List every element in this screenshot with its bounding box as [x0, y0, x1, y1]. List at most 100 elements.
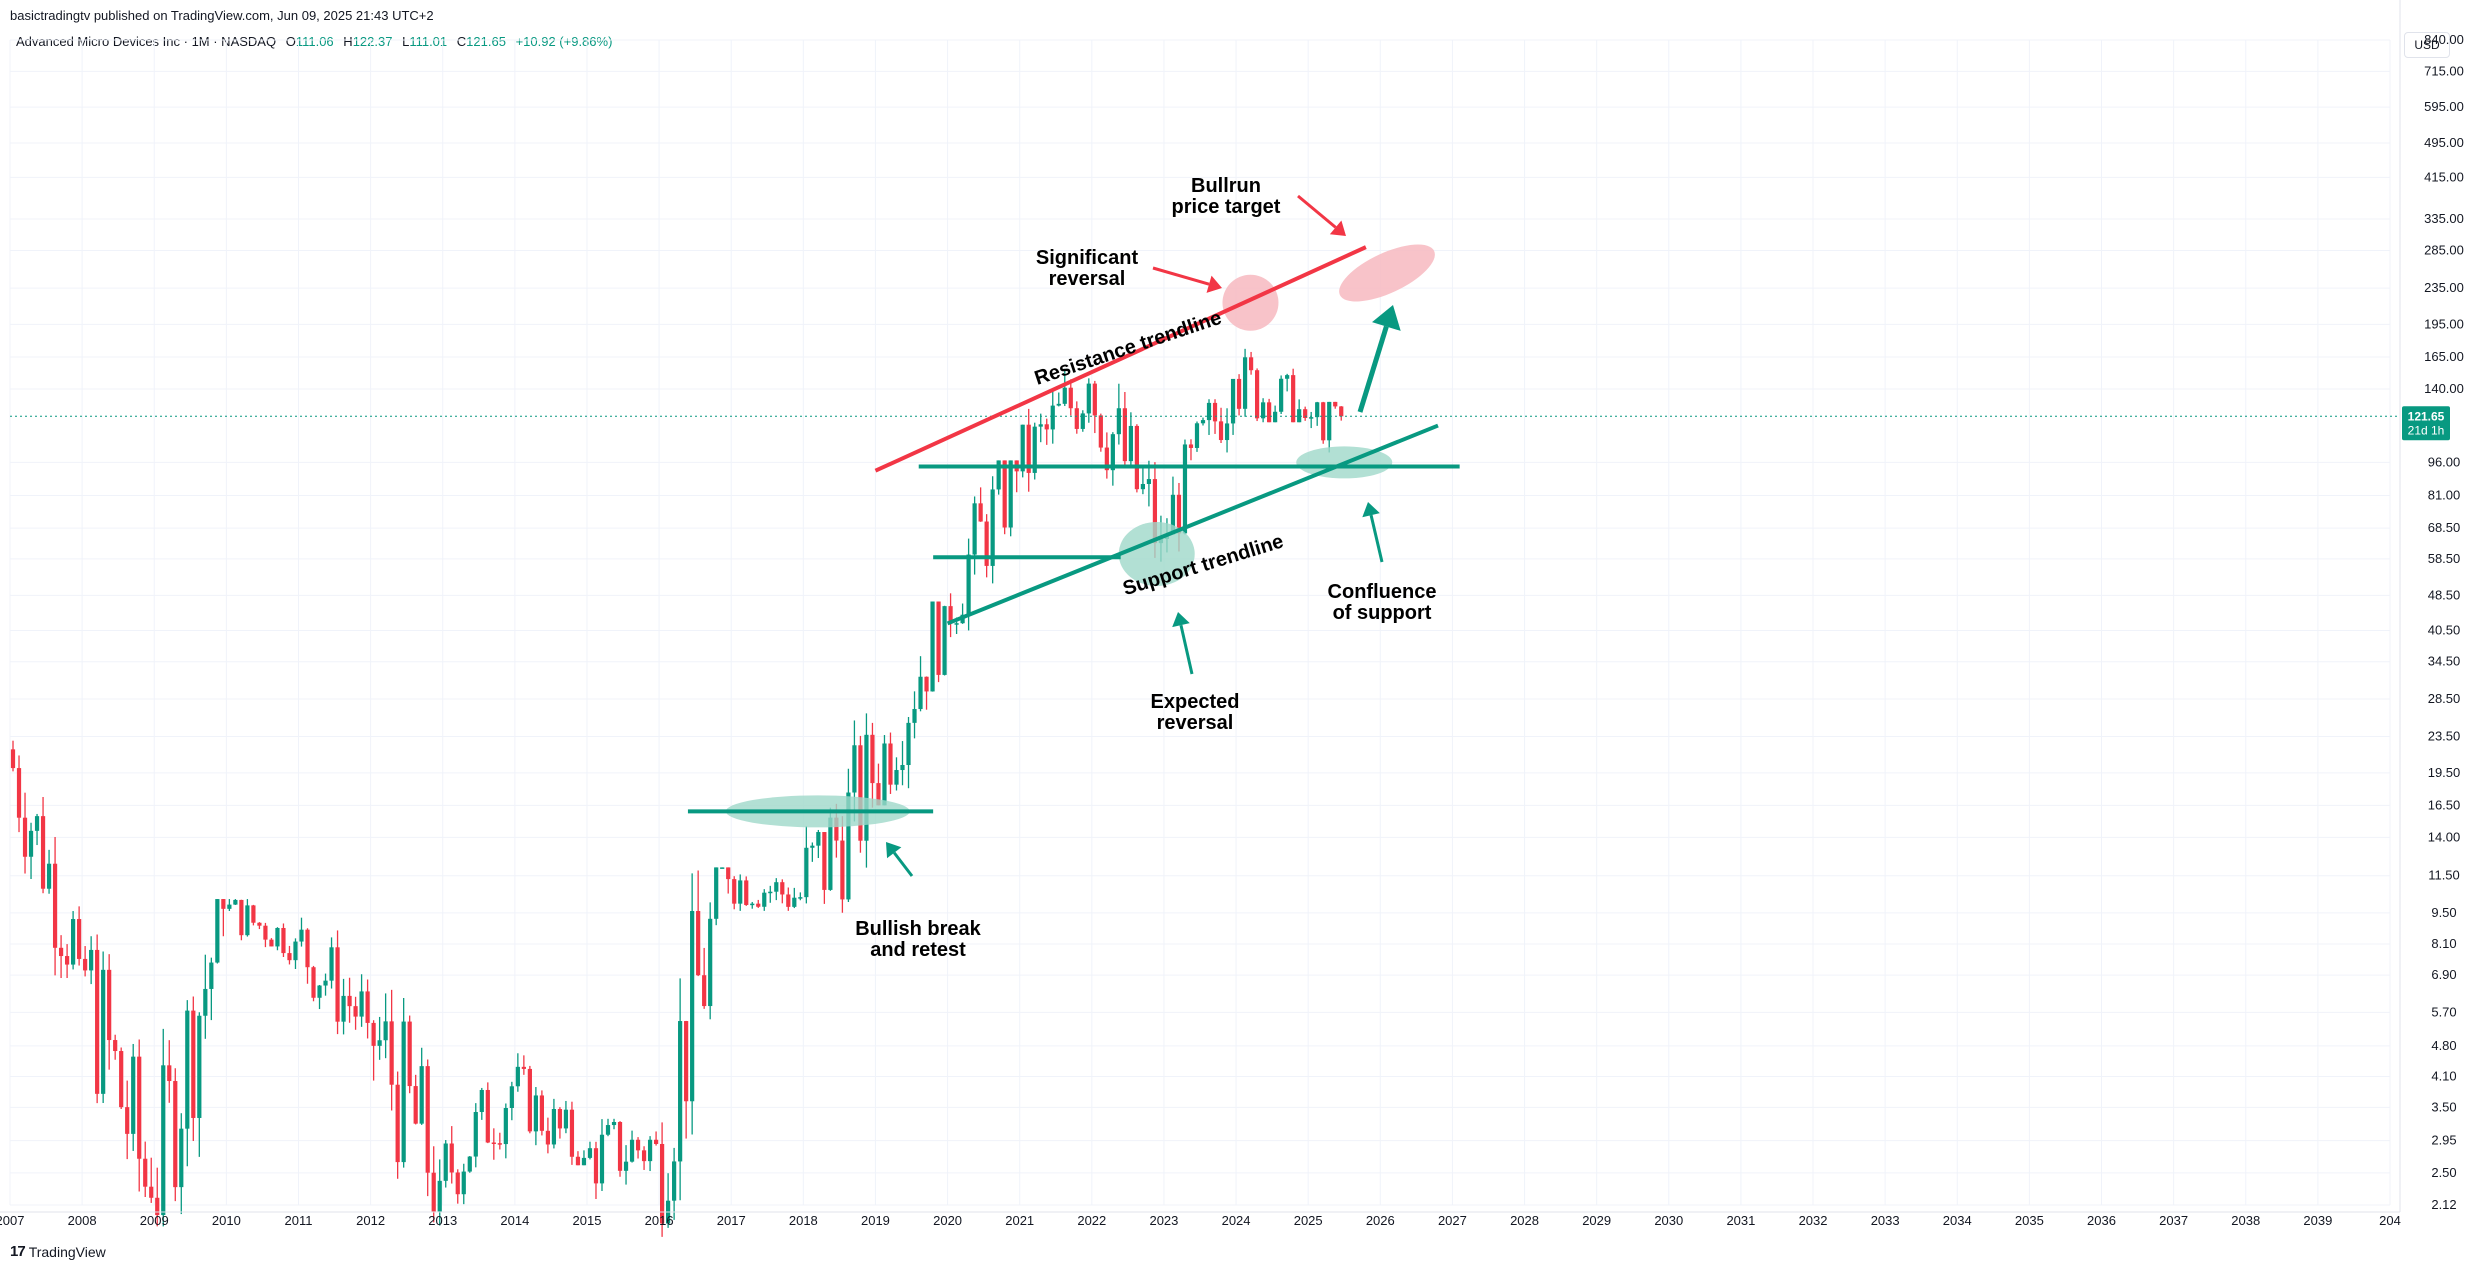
candle-body — [575, 1156, 581, 1166]
x-tick-label: 2012 — [356, 1213, 385, 1228]
candle-body — [389, 1021, 394, 1085]
candle-body — [954, 623, 959, 625]
x-tick-label: 2028 — [1510, 1213, 1539, 1228]
candle-body — [774, 882, 779, 892]
candle-body — [948, 606, 953, 624]
candle-body — [1218, 421, 1224, 441]
candle-body — [966, 554, 971, 615]
expected-reversal-label: Expected — [1151, 691, 1240, 713]
candle-body — [71, 919, 76, 965]
candle-body — [347, 995, 352, 1007]
candle-body — [720, 867, 725, 869]
y-tick-label: 2.50 — [2431, 1165, 2456, 1180]
candle-body — [64, 956, 70, 965]
candle-body — [659, 1143, 665, 1224]
candle-body — [95, 949, 100, 1094]
candle-body — [221, 899, 226, 909]
candle-body — [419, 1066, 424, 1124]
candle-body — [503, 1107, 508, 1145]
breakout-arrow-shaft — [1357, 325, 1389, 413]
last-price-badge — [2402, 406, 2450, 441]
candle-body — [984, 521, 989, 566]
candle-body — [828, 817, 833, 890]
candle-body — [1339, 406, 1344, 417]
candle-body — [1044, 424, 1049, 430]
price-axis: 840.00 715.00 595.00 495.00 415.00 335.00 285.… — [2399, 0, 2464, 1212]
candle-body — [888, 743, 893, 785]
x-tick-label: 2037 — [2159, 1213, 2188, 1228]
candle-body — [1050, 405, 1055, 430]
x-tick-label: 2010 — [212, 1213, 241, 1228]
candle-body — [143, 1158, 148, 1187]
candle-body — [251, 905, 256, 923]
candle-body — [744, 880, 749, 905]
candle-body — [1321, 402, 1326, 441]
chart-grid — [9, 39, 2391, 1206]
candle-body — [1224, 423, 1230, 441]
y-tick-label: 235.00 — [2424, 280, 2464, 295]
bullish-break-arrow-head — [886, 842, 902, 859]
candle-body — [617, 1121, 623, 1171]
candle-body — [34, 816, 40, 831]
candle-body — [611, 1121, 617, 1126]
expected-reversal-arrow-shaft — [1179, 624, 1194, 675]
candle-body — [1008, 460, 1013, 528]
x-tick-label: 2020 — [933, 1213, 962, 1228]
x-tick-label: 2038 — [2231, 1213, 2260, 1228]
candle-body — [473, 1112, 478, 1157]
currency-selector[interactable]: USD — [2404, 32, 2450, 58]
y-tick-label: 14.00 — [2428, 829, 2461, 844]
candle-body — [281, 927, 286, 954]
candle-body — [52, 863, 58, 948]
candle-body — [1230, 378, 1236, 424]
candle-body — [539, 1095, 544, 1131]
price-target-zone — [1339, 244, 1435, 302]
y-tick-label: 68.50 — [2428, 520, 2461, 535]
candle-body — [431, 1172, 436, 1212]
low-label: L — [402, 34, 410, 49]
y-tick-label: 2.12 — [2431, 1197, 2456, 1212]
candle-body — [1267, 402, 1272, 423]
candle-body — [365, 991, 370, 1023]
x-tick-label: 2014 — [500, 1213, 529, 1228]
candle-body — [1116, 408, 1121, 435]
y-tick-label: 11.50 — [2428, 868, 2460, 883]
candle-body — [22, 817, 28, 857]
candle-body — [1002, 460, 1007, 528]
candle-body — [1140, 483, 1146, 490]
candle-body — [1020, 424, 1025, 472]
candle-body — [77, 919, 82, 959]
candle-body — [119, 1051, 124, 1108]
candle-body — [714, 867, 719, 919]
candle-body — [756, 903, 761, 907]
x-tick-label: 2031 — [1726, 1213, 1755, 1228]
bullrun-arrow-shaft — [1297, 194, 1337, 229]
candle-body — [1327, 401, 1332, 441]
candle-body — [882, 743, 887, 806]
candle-body — [371, 1022, 376, 1046]
candle-body — [425, 1066, 430, 1173]
x-tick-label: 2026 — [1366, 1213, 1395, 1228]
candle-body — [792, 897, 797, 907]
candle-body — [305, 929, 310, 968]
y-tick-label: 4.10 — [2431, 1069, 2456, 1084]
candle-body — [167, 1065, 172, 1082]
candle-body — [46, 863, 52, 889]
change-value: +10.92 (+9.86%) — [515, 34, 613, 49]
candle-body — [900, 765, 905, 771]
y-tick-label: 81.00 — [2428, 488, 2461, 503]
candle-body — [311, 967, 316, 998]
candle-body — [1279, 378, 1284, 412]
trendlines — [10, 245, 2400, 814]
candle-body — [557, 1109, 563, 1129]
x-tick-label: 2008 — [68, 1213, 97, 1228]
last-price-value: 121.65 — [2408, 409, 2445, 423]
candle-body — [990, 489, 995, 566]
x-tick-label: 2035 — [2015, 1213, 2044, 1228]
open-value: 111.06 — [295, 34, 334, 49]
y-tick-label: 4.80 — [2431, 1038, 2456, 1053]
candle-body — [545, 1130, 551, 1145]
candle-body — [635, 1139, 641, 1151]
candle-body — [275, 927, 280, 947]
